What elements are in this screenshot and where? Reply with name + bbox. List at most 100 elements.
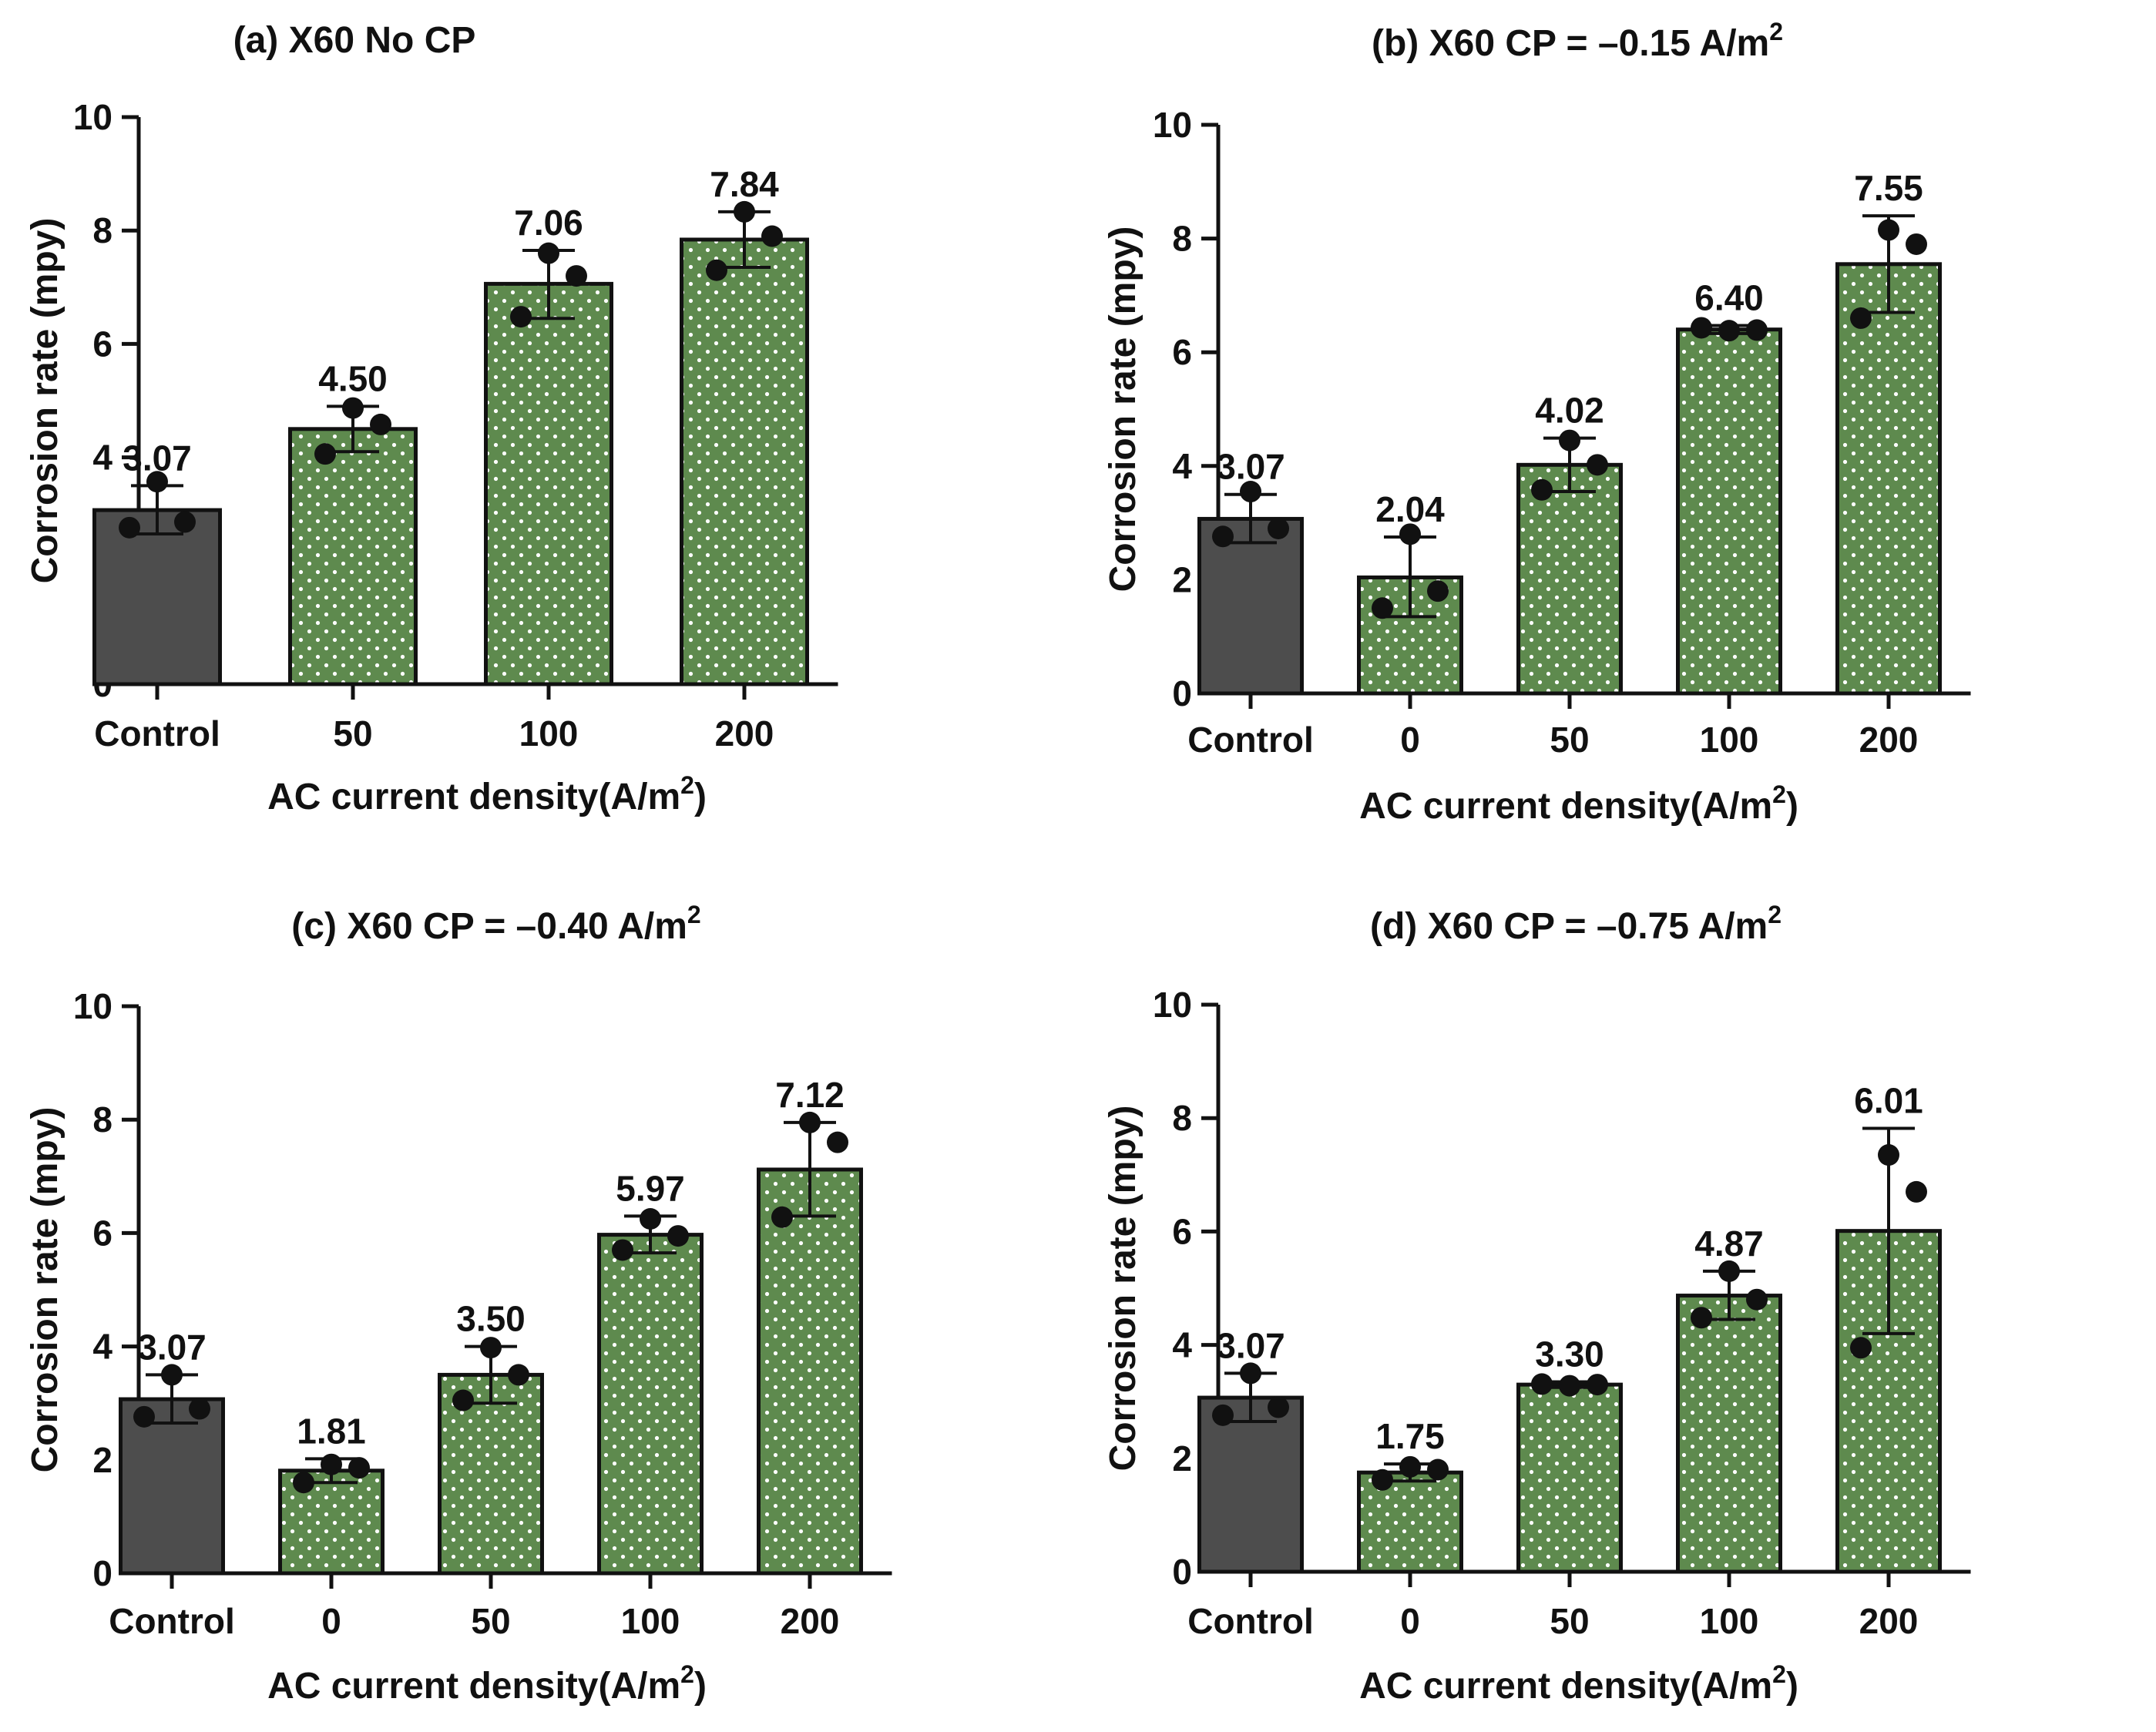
- x-tick-label-control: Control: [109, 1601, 235, 1641]
- data-label-control: 3.07: [123, 438, 192, 478]
- data-point-200-3: [1906, 233, 1927, 255]
- y-tick-label-2: 2: [1172, 1438, 1192, 1479]
- y-tick-label-2: 2: [1172, 559, 1192, 599]
- data-point-control-3: [1268, 1396, 1289, 1418]
- y-axis-label: Corrosion rate (mpy): [25, 218, 65, 584]
- data-point-50-1: [1559, 429, 1580, 451]
- data-point-0-3: [1427, 580, 1449, 603]
- x-axis-label-main: AC current density(A/m: [267, 777, 680, 817]
- y-tick-label-4: 4: [1172, 1325, 1192, 1365]
- data-point-100-2: [612, 1239, 633, 1261]
- x-tick-label-100: 100: [621, 1601, 680, 1641]
- data-label-200: 6.01: [1854, 1080, 1923, 1120]
- y-tick-label-8: 8: [1172, 219, 1192, 259]
- y-axis-label: Corrosion rate (mpy): [1103, 227, 1143, 592]
- data-point-50-2: [1531, 478, 1553, 501]
- y-tick-label-8: 8: [1172, 1098, 1192, 1138]
- data-label-50: 3.50: [456, 1299, 526, 1339]
- data-label-0: 1.81: [297, 1411, 366, 1451]
- x-tick-label-50: 50: [1550, 720, 1589, 760]
- data-point-control-1: [1240, 481, 1261, 503]
- data-point-0-1: [1399, 523, 1421, 545]
- bar-100: [597, 1233, 704, 1576]
- data-point-50-3: [1587, 1374, 1608, 1396]
- y-tick-label-10: 10: [1153, 985, 1192, 1025]
- x-axis-label: AC current density(A/m2): [1359, 780, 1798, 827]
- bar-100: [1676, 1294, 1782, 1574]
- data-point-50-3: [370, 413, 391, 435]
- data-point-control-2: [133, 1405, 155, 1428]
- data-label-control: 3.07: [1216, 1325, 1285, 1365]
- data-point-control-3: [1268, 517, 1289, 539]
- data-point-100-2: [510, 306, 532, 328]
- data-label-control: 3.07: [1216, 447, 1285, 487]
- data-point-50-2: [1531, 1373, 1553, 1395]
- data-point-100-1: [640, 1208, 661, 1230]
- data-point-200-1: [1878, 219, 1899, 241]
- data-point-control-2: [1212, 1404, 1234, 1426]
- data-label-200: 7.55: [1854, 168, 1923, 208]
- data-point-200-2: [1850, 307, 1872, 329]
- y-tick-label-2: 2: [92, 1440, 113, 1480]
- x-axis-label-main: AC current density(A/m: [267, 1666, 680, 1707]
- y-axis-label: Corrosion rate (mpy): [25, 1107, 65, 1473]
- data-label-50: 3.30: [1535, 1334, 1604, 1374]
- bar-50: [1516, 462, 1623, 696]
- chart-d: (d) X60 CP = –0.75 A/m20246810Corrosion …: [1103, 901, 1971, 1707]
- x-tick-label-100: 100: [1700, 1601, 1759, 1641]
- x-tick-label-0: 0: [1400, 1601, 1420, 1641]
- x-axis-label-sup: 2: [680, 1660, 694, 1688]
- bar-control: [1197, 1395, 1304, 1574]
- data-point-50-3: [1587, 454, 1608, 476]
- chart-title-sup: 2: [1768, 901, 1782, 928]
- data-point-100-3: [667, 1225, 689, 1247]
- data-point-0-1: [321, 1453, 342, 1475]
- bar-50: [288, 427, 418, 686]
- data-point-control-2: [1212, 525, 1234, 548]
- data-point-control-1: [161, 1364, 183, 1386]
- x-axis-label-suffix: ): [694, 1666, 707, 1707]
- data-point-control-3: [189, 1398, 210, 1420]
- x-axis-label: AC current density(A/m2): [1359, 1660, 1798, 1707]
- data-point-100-3: [566, 265, 587, 287]
- y-tick-label-6: 6: [92, 324, 113, 364]
- chart-title-main: (a) X60 No CP: [233, 20, 476, 61]
- data-label-100: 7.06: [514, 203, 583, 243]
- data-label-0: 1.75: [1375, 1416, 1445, 1456]
- x-tick-label-200: 200: [1859, 1601, 1919, 1641]
- x-tick-label-100: 100: [1700, 720, 1759, 760]
- data-point-200-3: [827, 1131, 848, 1153]
- x-tick-label-0: 0: [1400, 720, 1420, 760]
- x-axis-label-suffix: ): [1786, 1666, 1798, 1707]
- data-point-0-2: [1372, 1469, 1393, 1491]
- x-tick-label-control: Control: [94, 713, 220, 754]
- x-tick-label-control: Control: [1187, 1601, 1314, 1641]
- x-tick-label-50: 50: [471, 1601, 510, 1641]
- x-tick-label-0: 0: [321, 1601, 341, 1641]
- x-tick-label-200: 200: [781, 1601, 840, 1641]
- data-point-100-2: [1691, 1307, 1712, 1329]
- data-point-50-1: [1559, 1375, 1580, 1397]
- x-tick-label-100: 100: [519, 713, 579, 754]
- data-label-50: 4.02: [1535, 391, 1604, 431]
- data-point-0-2: [293, 1472, 314, 1494]
- y-tick-label-4: 4: [1172, 446, 1192, 486]
- data-point-200-2: [771, 1206, 793, 1228]
- data-label-control: 3.07: [137, 1327, 207, 1367]
- x-axis-label: AC current density(A/m2): [267, 1660, 707, 1707]
- bar-200: [1835, 262, 1942, 696]
- y-tick-label-8: 8: [92, 210, 113, 250]
- x-axis-label-sup: 2: [680, 771, 694, 799]
- y-tick-label-0: 0: [1172, 673, 1192, 713]
- bar-control: [92, 508, 222, 686]
- data-label-100: 5.97: [616, 1168, 685, 1208]
- data-point-200-1: [734, 200, 755, 223]
- y-tick-label-4: 4: [92, 1327, 113, 1367]
- x-axis-label-main: AC current density(A/m: [1359, 1666, 1772, 1707]
- x-tick-label-50: 50: [333, 713, 372, 754]
- panel-d: (d) X60 CP = –0.75 A/m2 0 2 4 6 8 10 Corrosion …: [1078, 866, 2156, 1732]
- data-point-100-1: [1718, 320, 1740, 342]
- data-point-100-3: [1746, 319, 1768, 341]
- data-point-100-1: [1718, 1260, 1740, 1282]
- x-axis-label: AC current density(A/m2): [267, 771, 707, 817]
